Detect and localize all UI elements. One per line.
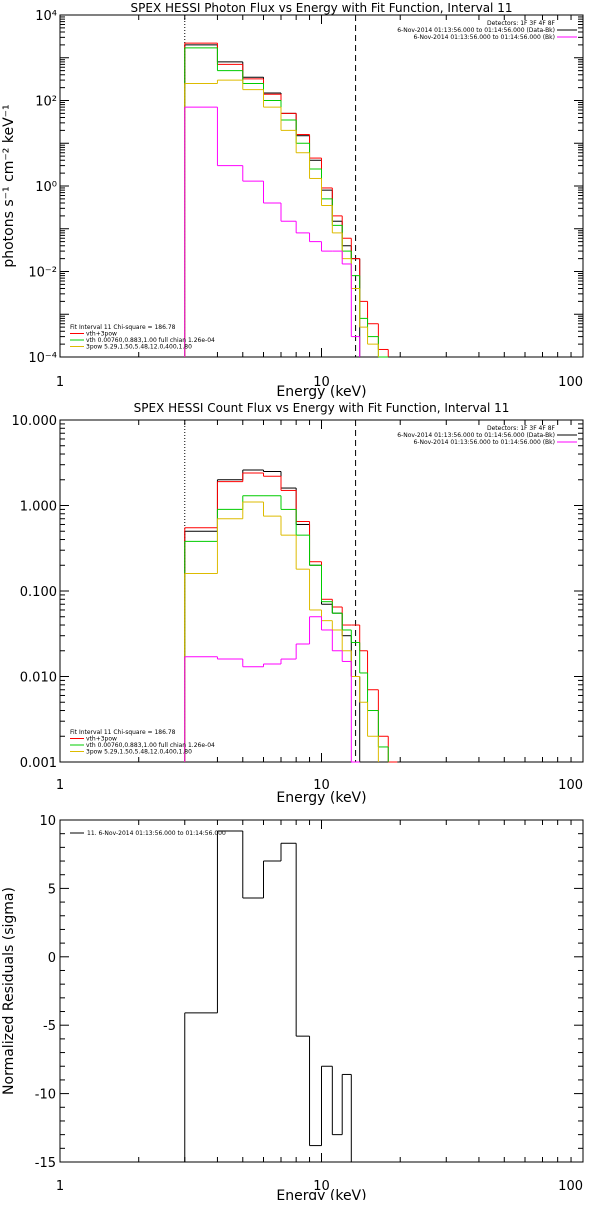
y-tick-label: 10⁴ <box>35 9 57 24</box>
x-tick-label: 100 <box>558 1179 583 1194</box>
series-1 <box>184 44 361 357</box>
series-5 <box>184 616 360 763</box>
legend-entry: 6-Nov-2014 01:13:56.000 to 01:14:56.000 … <box>397 432 555 439</box>
x-axis-label: Energy (keV) <box>276 1188 366 1200</box>
chart-title: SPEX HESSI Photon Flux vs Energy with Fi… <box>131 1 513 15</box>
series-4 <box>184 79 379 357</box>
y-tick-label: 0.010 <box>20 671 57 686</box>
legend-entry: vth 0.00760,0.883,1.00 full chian 1.26e-… <box>86 742 215 749</box>
legend-entry: 11. 6-Nov-2014 01:13:56.000 to 01:14:56.… <box>87 830 226 837</box>
x-axis-label: Energy (keV) <box>276 790 366 806</box>
y-tick-label: 10⁻² <box>28 266 57 281</box>
y-tick-label: 5 <box>48 882 56 897</box>
legend-entry: 3pow 5.29,1.50,5.48,12.0,400,1.80 <box>86 749 192 756</box>
y-tick-label: -15 <box>35 1156 56 1171</box>
series-2 <box>184 472 398 763</box>
plot-3 <box>59 819 584 1163</box>
y-tick-label: 0 <box>48 951 56 966</box>
x-tick-label: 10 <box>313 778 330 793</box>
y-tick-label: 10⁻⁴ <box>28 351 57 366</box>
legend-entry: Fit Interval 11 Chi-square = 186.78 <box>70 729 176 736</box>
x-tick-label: 1 <box>56 375 64 390</box>
y-tick-label: 10.000 <box>12 414 58 429</box>
x-tick-label: 100 <box>558 778 583 793</box>
x-axis-label: Energy (keV) <box>276 384 366 400</box>
series-3 <box>184 47 389 358</box>
legend-entry: 3pow 5.29,1.50,5.48,12.0,400,1.80 <box>86 344 192 351</box>
y-tick-label: -10 <box>35 1088 56 1103</box>
series-1 <box>184 830 352 1162</box>
legend-entry: 6-Nov-2014 01:13:56.000 to 01:14:56.000 … <box>413 34 555 41</box>
x-tick-label: 10 <box>313 1179 330 1194</box>
y-tick-label: 10⁰ <box>35 180 57 195</box>
x-tick-label: 100 <box>558 375 583 390</box>
y-tick-label: 10² <box>35 95 57 110</box>
y-tick-label: 0.001 <box>20 756 57 771</box>
y-tick-label: -5 <box>43 1019 56 1034</box>
x-tick-label: 1 <box>56 1179 64 1194</box>
plot-1 <box>59 14 584 358</box>
legend-entry: 6-Nov-2014 01:13:56.000 to 01:14:56.000 … <box>397 27 555 34</box>
legend-entry: Detectors: 1F 3F 4F 8F <box>487 425 556 432</box>
y-tick-label: 10 <box>39 814 56 829</box>
series-3 <box>184 495 389 762</box>
series-2 <box>184 42 389 357</box>
y-axis-label: photons s⁻¹ cm⁻² keV⁻¹ <box>1 104 17 267</box>
x-tick-label: 10 <box>313 375 330 390</box>
series-5 <box>184 106 361 357</box>
y-axis-label: Normalized Residuals (sigma) <box>1 887 17 1095</box>
y-tick-label: 0.100 <box>20 585 57 600</box>
chart-title: SPEX HESSI Count Flux vs Energy with Fit… <box>134 401 510 415</box>
legend-entry: Fit Interval 11 Chi-square = 186.78 <box>70 324 176 331</box>
plot-2 <box>59 419 584 763</box>
series-1 <box>184 469 361 762</box>
legend-entry: vth 0.00760,0.883,1.00 full chian 1.26e-… <box>86 337 215 344</box>
legend-entry: Detectors: 1F 3F 4F 8F <box>487 20 556 27</box>
legend-entry: 6-Nov-2014 01:13:56.000 to 01:14:56.000 … <box>413 439 555 446</box>
legend-entry: vth+3pow <box>86 331 117 338</box>
y-tick-label: 1.000 <box>20 500 57 515</box>
legend-entry: vth+3pow <box>86 736 117 743</box>
x-tick-label: 1 <box>56 778 64 793</box>
